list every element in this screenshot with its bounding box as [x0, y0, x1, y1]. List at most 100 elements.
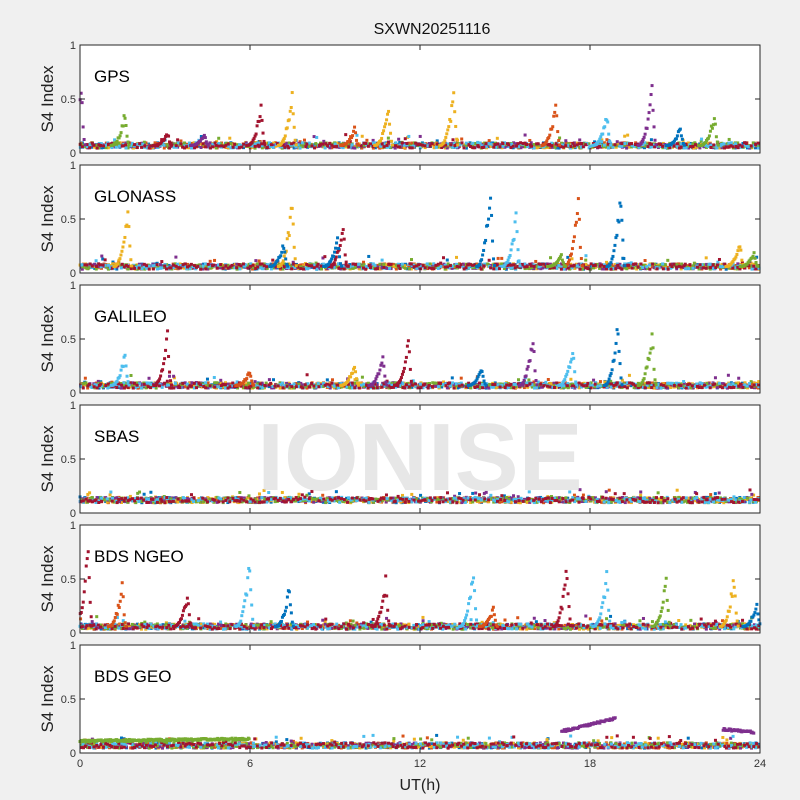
data-point — [181, 145, 185, 149]
data-point — [373, 146, 377, 150]
data-point — [746, 261, 750, 265]
data-point — [135, 263, 139, 267]
data-point — [605, 138, 609, 142]
data-point — [251, 385, 255, 389]
data-point — [630, 143, 634, 147]
data-point — [256, 141, 260, 145]
data-point — [258, 141, 262, 145]
data-point — [684, 143, 688, 147]
data-point — [271, 258, 275, 262]
data-point — [177, 141, 181, 145]
data-point — [213, 141, 217, 145]
data-point — [539, 264, 543, 268]
data-point — [512, 263, 516, 267]
data-point — [351, 386, 355, 390]
data-point — [663, 382, 667, 386]
data-point — [529, 141, 533, 145]
data-point — [675, 267, 679, 271]
data-point — [544, 141, 548, 145]
data-point — [281, 244, 285, 248]
data-point — [292, 262, 296, 266]
data-point — [172, 384, 176, 388]
data-point — [393, 146, 397, 150]
data-point — [757, 380, 761, 384]
data-point — [733, 257, 737, 261]
data-point — [722, 142, 726, 146]
data-point — [206, 384, 210, 388]
data-point — [544, 380, 548, 384]
data-point — [430, 142, 434, 146]
data-point — [450, 264, 454, 268]
data-point — [622, 256, 626, 260]
data-point — [606, 146, 610, 150]
data-point — [325, 378, 329, 382]
data-point — [316, 262, 320, 266]
data-point — [83, 263, 87, 267]
data-point — [312, 135, 316, 139]
data-point — [163, 262, 167, 266]
data-point — [88, 266, 92, 270]
data-point — [147, 376, 151, 380]
data-point — [507, 385, 511, 389]
data-point — [530, 385, 534, 389]
data-point — [250, 140, 254, 144]
data-point — [661, 265, 665, 269]
data-point — [666, 383, 670, 387]
data-point — [674, 137, 678, 141]
data-point — [604, 142, 608, 146]
data-point — [253, 380, 257, 384]
data-point — [342, 267, 346, 271]
data-point — [279, 142, 283, 146]
y-axis-label: S4 Index — [38, 185, 57, 253]
data-point — [680, 137, 684, 141]
data-point — [523, 265, 527, 269]
data-point — [586, 264, 590, 268]
data-point — [283, 143, 287, 147]
data-point — [640, 140, 644, 144]
data-point — [359, 144, 363, 148]
data-point — [552, 381, 556, 385]
data-point — [200, 267, 204, 271]
data-point — [188, 267, 192, 271]
data-point — [90, 144, 94, 148]
data-point — [417, 263, 421, 267]
data-point — [675, 142, 679, 146]
data-point — [645, 142, 649, 146]
data-point — [614, 264, 618, 268]
data-point — [278, 383, 282, 387]
data-point — [321, 142, 325, 146]
data-point — [353, 125, 357, 129]
data-point — [543, 262, 547, 266]
data-point — [348, 138, 352, 142]
data-point — [288, 382, 292, 386]
data-point — [611, 264, 615, 268]
data-point — [288, 264, 292, 268]
data-point — [182, 141, 186, 145]
data-point — [345, 264, 349, 268]
data-point — [149, 264, 153, 268]
data-point — [403, 142, 407, 146]
data-point — [508, 263, 512, 267]
data-point — [598, 137, 602, 141]
data-point — [458, 143, 462, 147]
data-point — [226, 263, 230, 267]
data-point — [178, 262, 182, 266]
data-point — [120, 249, 124, 253]
data-point — [450, 266, 454, 270]
data-point — [90, 385, 94, 389]
data-point — [162, 143, 166, 147]
data-point — [630, 266, 634, 270]
data-point — [584, 385, 588, 389]
data-point — [482, 384, 486, 388]
data-point — [550, 382, 554, 386]
data-point — [237, 263, 241, 267]
data-point — [599, 135, 603, 139]
data-point — [570, 266, 574, 270]
data-point — [224, 266, 228, 270]
data-point — [203, 136, 207, 140]
data-point — [95, 143, 99, 147]
data-point — [258, 386, 262, 390]
data-point — [355, 383, 359, 387]
data-point — [81, 382, 85, 386]
data-point — [712, 143, 716, 147]
